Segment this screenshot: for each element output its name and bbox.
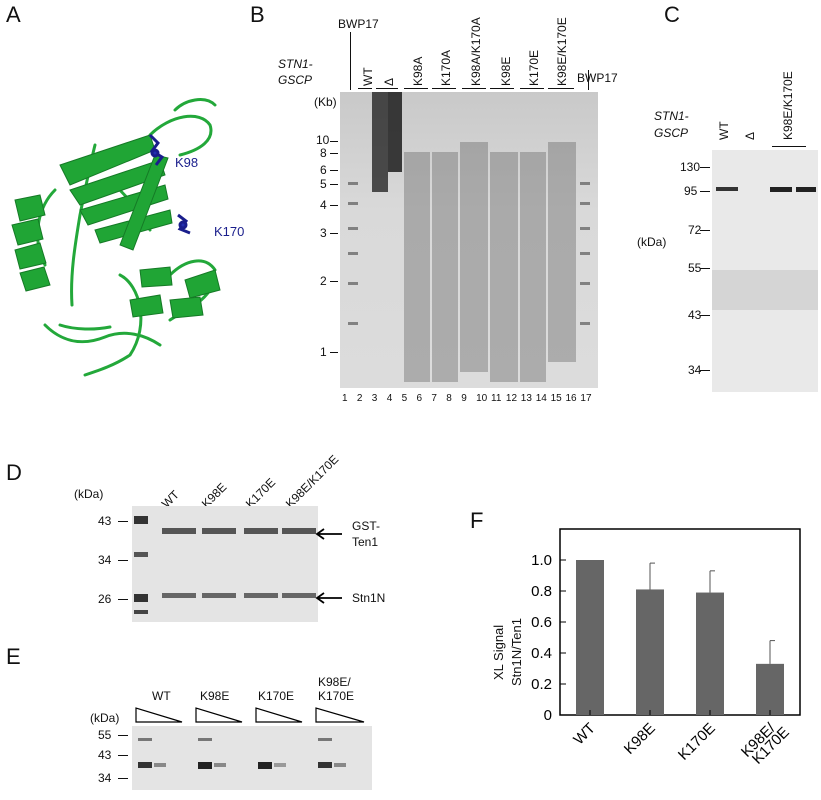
- lane-number: 15: [550, 393, 562, 404]
- panel-a-letter: A: [6, 2, 21, 27]
- size-marker: 26: [98, 592, 112, 606]
- group-label: K98E: [200, 689, 230, 703]
- y-tick-label: 0.4: [531, 645, 552, 662]
- lane-header: K98E/K170E: [781, 71, 795, 140]
- lane-number: 13: [520, 393, 532, 404]
- western-blot-c: [712, 150, 818, 392]
- x-tick-label: WT: [570, 720, 599, 749]
- size-marker: 43: [688, 308, 702, 322]
- panel-d-letter: D: [6, 460, 22, 485]
- gel-d: [132, 506, 318, 622]
- group-label: K98E/: [318, 675, 351, 689]
- y-tick-label: 1.0: [531, 552, 552, 569]
- x-tick-label: K170E: [675, 720, 719, 764]
- size-marker: 55: [688, 261, 702, 275]
- lane-number: 5: [401, 393, 408, 404]
- lane-number: 6: [416, 393, 423, 404]
- lane-number: 10: [476, 393, 488, 404]
- construct-label-line1: STN1-: [278, 57, 313, 71]
- size-unit: (Kb): [314, 95, 337, 109]
- band-label-gst-ten1: GST-: [352, 519, 381, 533]
- gradient-triangles: [135, 707, 365, 723]
- group-label: K170E: [258, 689, 295, 703]
- size-marker: 8: [320, 146, 327, 160]
- panel-b-letter: B: [250, 2, 265, 27]
- panel-e-letter: E: [6, 644, 21, 669]
- construct-label-line1: STN1-: [654, 109, 689, 123]
- lane-number: 1: [342, 393, 348, 404]
- lane-header: K170E: [527, 49, 541, 86]
- size-unit: (kDa): [74, 487, 104, 501]
- y-tick-label: 0: [544, 707, 552, 724]
- construct-label-line2: GSCP: [278, 73, 313, 87]
- lane-number: 8: [446, 393, 452, 404]
- lane-number: 4: [386, 393, 393, 404]
- lane-header: K98E/K170E: [555, 17, 569, 86]
- lane-header: K170A: [439, 49, 453, 86]
- size-unit: (kDa): [637, 235, 667, 249]
- lane-header: WT: [717, 121, 731, 140]
- size-marker: 34: [98, 771, 112, 785]
- lane-number: 17: [580, 393, 592, 404]
- panel-c-letter: C: [664, 2, 680, 27]
- size-unit: (kDa): [90, 711, 120, 725]
- bar: [696, 592, 724, 715]
- bar-chart: 00.20.40.60.81.0WT K98E K170E K98E/K170E: [531, 528, 801, 768]
- gel-e: [132, 726, 372, 790]
- lane-number: 3: [371, 393, 378, 404]
- bar: [636, 589, 664, 715]
- size-marker: 34: [98, 553, 112, 567]
- lane-header: K98A: [411, 56, 425, 86]
- lane-number: 9: [461, 393, 467, 404]
- lane-number: 14: [535, 393, 547, 404]
- group-label: WT: [152, 689, 171, 703]
- x-tick-label: K98E: [621, 720, 659, 758]
- bar: [576, 560, 604, 715]
- lane-header: K98A/K170A: [469, 17, 483, 86]
- y-tick-label: 0.8: [531, 583, 552, 600]
- lane-header: Δ: [743, 131, 757, 140]
- y-tick-label: 0.6: [531, 614, 552, 631]
- lane-header: BWP17: [338, 17, 379, 31]
- group-label: K170E: [318, 689, 355, 703]
- lane-header: Δ: [382, 77, 396, 86]
- residue-label-k98: K98: [175, 155, 199, 170]
- protein-ribbon-structure: [11, 98, 221, 377]
- band-label-gst-ten1: Ten1: [352, 535, 379, 549]
- lane-header: BWP17: [577, 71, 618, 85]
- y-axis-label: XL Signal: [491, 624, 506, 680]
- size-marker: 1: [320, 345, 327, 359]
- size-marker: 130: [680, 160, 701, 174]
- size-marker: 43: [98, 748, 112, 762]
- size-marker: 55: [98, 728, 112, 742]
- size-marker: 43: [98, 514, 112, 528]
- lane-header: K98E: [499, 56, 513, 86]
- lane-number: 12: [505, 393, 518, 404]
- lane-header: K170E: [242, 475, 279, 511]
- size-marker: 2: [320, 274, 327, 288]
- size-marker: 3: [320, 226, 327, 240]
- lane-number: 11: [491, 393, 502, 404]
- size-marker: 34: [688, 363, 702, 377]
- panel-f-letter: F: [470, 508, 484, 533]
- lane-number: 16: [565, 393, 577, 404]
- lane-header: WT: [361, 67, 375, 86]
- size-marker: 72: [688, 223, 702, 237]
- bar: [756, 663, 784, 715]
- y-tick-label: 0.2: [531, 676, 552, 693]
- residue-label-k170: K170: [214, 224, 245, 239]
- band-arrows: [315, 528, 342, 604]
- southern-blot-gel: [340, 92, 598, 388]
- size-marker: 10: [316, 133, 330, 147]
- lane-number: 7: [431, 393, 437, 404]
- lane-header: K98E/K170E: [282, 452, 342, 511]
- size-marker: 5: [320, 177, 327, 191]
- size-marker: 95: [684, 184, 698, 198]
- size-marker: 4: [320, 198, 327, 212]
- construct-label-line2: GSCP: [654, 126, 689, 140]
- band-label-stn1n: Stn1N: [352, 591, 386, 605]
- lane-number: 2: [356, 393, 363, 404]
- size-marker: 6: [320, 163, 327, 177]
